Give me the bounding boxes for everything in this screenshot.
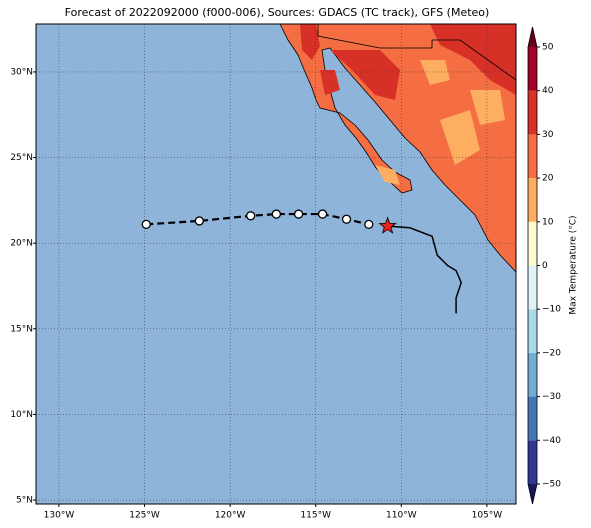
colorbar-over	[528, 27, 537, 47]
colorbar-band	[528, 221, 537, 266]
y-tick-label: 10°N	[10, 410, 33, 420]
grid	[36, 24, 516, 504]
colorbar-tick-label: 40	[542, 86, 554, 96]
track-line	[146, 212, 370, 226]
warm-patch	[330, 50, 400, 100]
colorbar-tick-label: 10	[542, 217, 554, 227]
colorbar-band	[528, 47, 537, 91]
cool-patch	[470, 90, 505, 125]
colorbar-tick-label: 20	[542, 174, 554, 184]
x-tick-label: 110°W	[386, 511, 417, 521]
colorbar-tick-label: −40	[542, 436, 561, 446]
cool-patch	[420, 60, 450, 85]
colorbar-band	[528, 178, 537, 222]
y-tick-label: 15°N	[10, 324, 33, 334]
track-point	[293, 209, 304, 219]
colorbar-tick-label: −10	[542, 305, 561, 315]
y-tick-label: 20°N	[10, 239, 33, 249]
colorbar-band	[528, 309, 537, 353]
colorbar-label: Max Temperature (°C)	[569, 215, 579, 314]
x-tick-label: 115°W	[300, 511, 331, 521]
x-tick-label: 125°W	[129, 511, 160, 521]
warm-patch	[300, 24, 320, 60]
warm-patch	[320, 70, 340, 95]
colorbar-band	[528, 265, 537, 310]
x-tick-label: 105°W	[472, 511, 503, 521]
tracks	[141, 209, 463, 314]
track-point	[141, 219, 151, 230]
track-point	[317, 209, 328, 219]
colorbar-tick-label: 0	[542, 261, 548, 271]
colorbar-band	[528, 352, 537, 397]
land-mass	[279, 23, 517, 274]
colorbar-band	[528, 440, 537, 484]
colorbar-tick-label: −50	[542, 480, 561, 490]
y-tick-label: 5°N	[16, 496, 33, 506]
cool-patch	[375, 165, 400, 185]
x-tick-label: 130°W	[44, 511, 75, 521]
current-position	[378, 216, 397, 234]
track-point	[246, 211, 256, 221]
land	[279, 23, 517, 274]
chart-title: Forecast of 2022092000 (f000-006), Sourc…	[65, 6, 490, 19]
warm-patch	[430, 24, 516, 95]
y-tick-label: 25°N	[10, 153, 33, 163]
colorbar-tick-label: 50	[542, 43, 554, 53]
colorbar-tick-label: −30	[542, 392, 561, 402]
colorbar-under	[528, 484, 537, 504]
track-point	[194, 216, 204, 226]
cool-patch	[440, 110, 480, 165]
track-point	[271, 209, 281, 219]
colorbar-band	[528, 90, 537, 135]
track-line	[387, 225, 463, 314]
track-point	[341, 214, 352, 224]
colorbar-tick-label: −20	[542, 348, 561, 358]
colorbar: −50 −40 −30 −20 −10 0 10 20 30 40 50	[527, 26, 561, 505]
colorbar-tick-label: 30	[542, 130, 554, 140]
plot-frame	[35, 23, 517, 505]
x-tick-label: 120°W	[215, 511, 246, 521]
colorbar-band	[528, 396, 537, 441]
colorbar-band	[528, 134, 537, 179]
y-tick-label: 30°N	[10, 67, 33, 77]
track-point	[364, 219, 374, 230]
border	[317, 24, 517, 81]
